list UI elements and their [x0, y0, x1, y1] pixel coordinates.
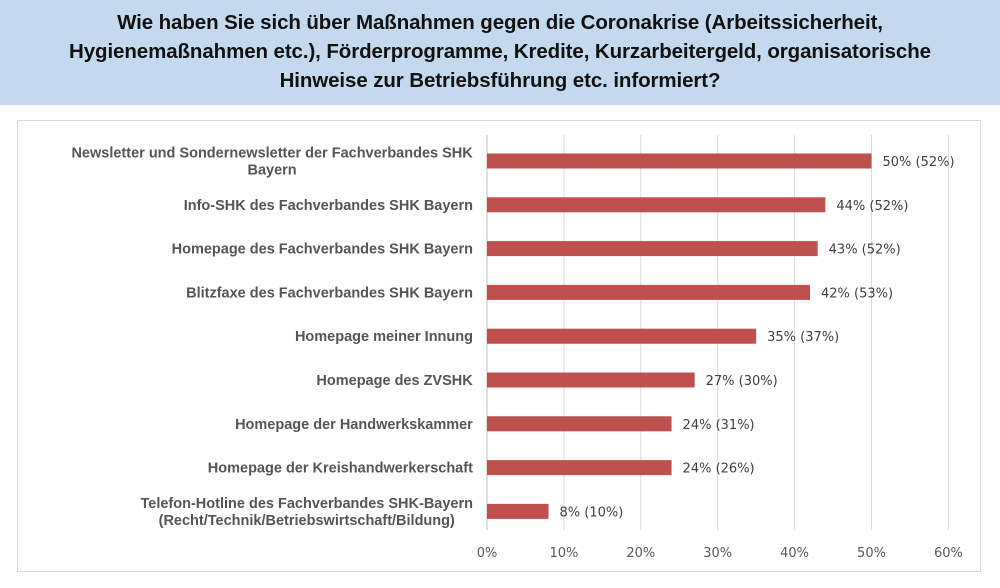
- category-label: Homepage meiner Innung: [295, 329, 473, 345]
- category-label-line: Homepage meiner Innung: [295, 329, 473, 345]
- category-label: Info-SHK des Fachverbandes SHK Bayern: [184, 198, 473, 214]
- data-label: 35% (37%): [767, 330, 839, 345]
- category-label-line: Homepage des Fachverbandes SHK Bayern: [172, 242, 473, 258]
- category-label-line: Info-SHK des Fachverbandes SHK Bayern: [184, 198, 473, 214]
- bar: [487, 372, 695, 388]
- chart-title: Wie haben Sie sich über Maßnahmen gegen …: [69, 11, 931, 92]
- category-label-line: Blitzfaxe des Fachverbandes SHK Bayern: [186, 285, 473, 301]
- x-tick-label: 0%: [477, 546, 498, 561]
- x-tick-label: 60%: [934, 546, 963, 561]
- data-label: 50% (52%): [883, 155, 955, 170]
- x-tick-label: 40%: [780, 546, 809, 561]
- category-label: Homepage der Kreishandwerkerschaft: [208, 461, 473, 477]
- bar: [487, 460, 672, 476]
- category-label: Homepage der Handwerkskammer: [235, 417, 473, 433]
- bar: [487, 328, 757, 344]
- category-label: Homepage des Fachverbandes SHK Bayern: [172, 242, 473, 258]
- category-label-line: Homepage der Handwerkskammer: [235, 417, 473, 433]
- category-label: Newsletter und Sondernewsletter der Fach…: [71, 146, 473, 179]
- data-label: 8% (10%): [560, 505, 624, 520]
- category-label-line: Bayern: [248, 163, 297, 179]
- category-label-line: Homepage des ZVSHK: [316, 373, 473, 389]
- category-label-line: Telefon-Hotline des Fachverbandes SHK-Ba…: [140, 496, 473, 512]
- data-label: 27% (30%): [706, 374, 778, 389]
- category-label: Blitzfaxe des Fachverbandes SHK Bayern: [186, 285, 473, 301]
- data-label: 42% (53%): [821, 286, 893, 301]
- bars: [487, 153, 872, 519]
- bar: [487, 284, 810, 300]
- category-label: Telefon-Hotline des Fachverbandes SHK-Ba…: [140, 496, 473, 529]
- data-label: 44% (52%): [836, 199, 908, 214]
- bar: [487, 153, 872, 169]
- data-label: 24% (26%): [683, 462, 755, 477]
- category-label-line: (Recht/Technik/Betriebswirtschaft/Bildun…: [159, 513, 455, 529]
- category-labels: Newsletter und Sondernewsletter der Fach…: [71, 146, 473, 529]
- bar: [487, 416, 672, 432]
- bar: [487, 197, 826, 213]
- data-label: 43% (52%): [829, 243, 901, 258]
- bar: [487, 503, 549, 519]
- title-banner: Wie haben Sie sich über Maßnahmen gegen …: [0, 0, 1000, 105]
- x-tick-label: 20%: [626, 546, 655, 561]
- x-tick-label: 50%: [857, 546, 886, 561]
- category-label: Homepage des ZVSHK: [316, 373, 473, 389]
- chart-frame: [17, 120, 981, 572]
- category-label-line: Newsletter und Sondernewsletter der Fach…: [71, 146, 473, 162]
- data-labels: 50% (52%) 44% (52%) 43% (52%) 42% (53%) 35% …: [560, 155, 955, 520]
- x-axis-ticks: 0% 10% 20% 30% 40% 50% 60%: [477, 546, 963, 561]
- data-label: 24% (31%): [683, 418, 755, 433]
- x-tick-label: 10%: [549, 546, 578, 561]
- x-tick-label: 30%: [703, 546, 732, 561]
- category-label-line: Homepage der Kreishandwerkerschaft: [208, 461, 473, 477]
- bar: [487, 241, 818, 257]
